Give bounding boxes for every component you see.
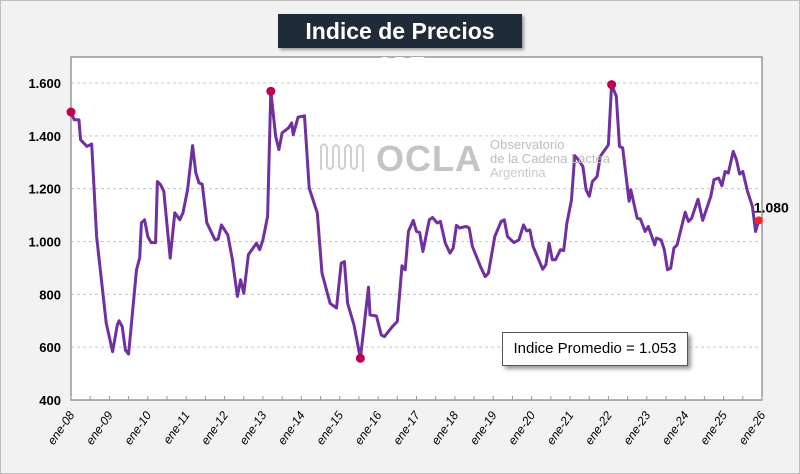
x-tick-label: ene-17 xyxy=(390,408,424,448)
y-tick-label: 600 xyxy=(39,340,61,355)
y-tick-label: 800 xyxy=(39,287,61,302)
x-tick-label: ene-26 xyxy=(736,408,769,447)
y-tick-label: 1.200 xyxy=(28,182,61,197)
x-tick-label: ene-16 xyxy=(352,408,385,447)
last-point-marker xyxy=(754,216,763,225)
extreme-point-marker xyxy=(66,107,76,117)
x-tick-label: ene-15 xyxy=(313,408,346,447)
chart-title: Indice de Precios GDT xyxy=(278,14,522,78)
extreme-point-marker xyxy=(607,80,617,90)
y-tick-label: 1.600 xyxy=(28,76,61,91)
x-tick-label: ene-09 xyxy=(83,408,116,447)
x-tick-label: ene-22 xyxy=(582,408,615,447)
last-value-label: 1.080 xyxy=(754,199,789,215)
gdt-index-line xyxy=(69,83,761,360)
x-tick-label: ene-18 xyxy=(428,408,461,447)
x-tick-label: ene-14 xyxy=(275,408,308,447)
x-tick-label: ene-11 xyxy=(160,409,192,447)
y-tick-label: 400 xyxy=(39,393,61,408)
extreme-point-marker xyxy=(355,353,365,363)
x-tick-label: ene-23 xyxy=(620,408,653,447)
x-tick-label: ene-08 xyxy=(45,408,78,447)
x-tick-label: ene-20 xyxy=(505,408,538,447)
x-tick-label: ene-12 xyxy=(198,408,231,447)
x-tick-label: ene-19 xyxy=(467,408,500,447)
x-tick-label: ene-25 xyxy=(697,408,730,447)
average-annotation: Indice Promedio = 1.053 xyxy=(502,332,688,366)
x-tick-label: ene-21 xyxy=(544,409,577,448)
y-tick-label: 1.000 xyxy=(28,235,61,250)
x-tick-label: ene-24 xyxy=(659,408,692,447)
y-tick-label: 1.400 xyxy=(28,129,61,144)
x-tick-label: ene-10 xyxy=(121,408,154,447)
x-tick-label: ene-13 xyxy=(236,408,269,447)
extreme-point-marker xyxy=(266,86,276,96)
